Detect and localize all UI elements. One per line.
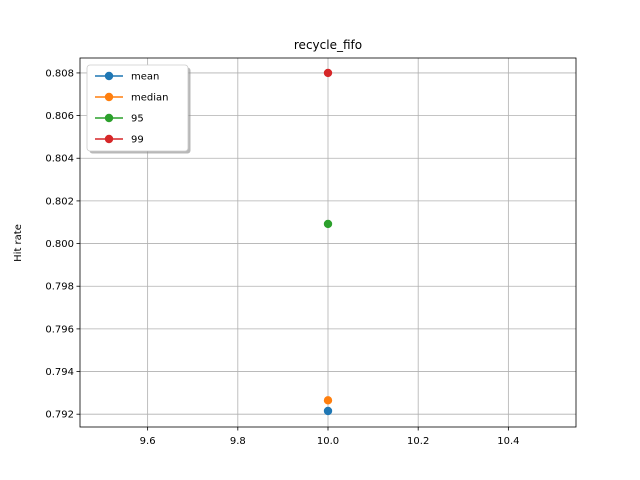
y-tick-label: 0.798 [45,282,74,293]
chart-title: recycle_fifo [294,38,362,52]
legend-marker [104,134,114,144]
x-tick-label: 9.6 [140,436,156,447]
legend-label: 99 [131,135,144,146]
legend-item-mean: mean [95,72,159,83]
y-axis: 0.792 0.794 0.796 0.798 0.800 0.802 0.804 0.806… [45,68,80,421]
x-axis: 9.6 9.8 10.0 10.2 10.4 [140,427,519,447]
x-tick-label: 10.2 [407,436,429,447]
legend-label: mean [131,72,159,83]
plot-frame [79,57,577,428]
y-tick-label: 0.806 [45,111,74,122]
series-95 [323,219,333,229]
series-mean [323,406,333,416]
legend: mean median 95 99 [86,64,191,154]
legend-label: median [131,93,169,104]
y-axis-label: Hit rate [13,224,24,262]
data-point-mean [323,406,333,416]
data-point-95 [323,219,333,229]
series-median [323,396,333,405]
y-tick-label: 0.804 [45,154,74,165]
y-tick-label: 0.794 [45,367,74,378]
legend-item-95: 95 [95,114,144,125]
y-tick-label: 0.796 [45,324,74,335]
legend-label: 95 [131,114,144,125]
data-point-median [323,396,333,405]
x-tick-label: 10.4 [497,436,519,447]
y-tick-label: 0.792 [45,410,74,421]
x-tick-label: 10.0 [317,436,339,447]
legend-marker [104,113,114,123]
y-tick-label: 0.808 [45,68,74,79]
series-99 [323,68,333,78]
y-tick-label: 0.802 [45,196,74,207]
x-tick-label: 9.8 [230,436,246,447]
legend-marker [104,92,114,102]
legend-frame [86,64,189,152]
legend-item-99: 99 [95,135,144,146]
legend-item-median: median [95,93,169,104]
series-layer [323,68,333,416]
data-point-99 [323,68,333,78]
legend-marker [104,71,114,81]
y-tick-label: 0.800 [45,239,74,250]
